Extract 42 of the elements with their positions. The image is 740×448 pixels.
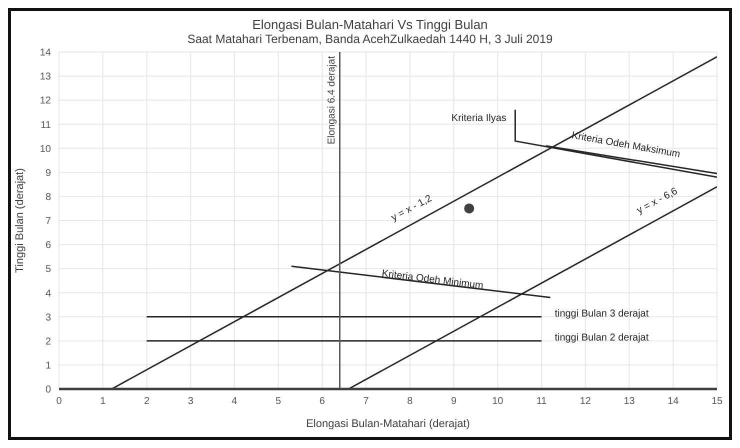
ref-line-label: Elongasi 6.4 derajat	[326, 56, 338, 144]
y-tick-label: 0	[45, 384, 52, 396]
y-tick-label: 8	[45, 192, 52, 203]
x-tick-label: 11	[536, 396, 548, 408]
y-tick-label: 11	[40, 120, 52, 131]
x-tick-label: 2	[144, 396, 150, 408]
x-tick-label: 10	[492, 396, 504, 408]
y-tick-label: 6	[45, 240, 52, 252]
x-tick-label: 6	[319, 396, 326, 408]
y-tick-label: 12	[40, 96, 52, 107]
annotation: y = x - 1,2	[390, 192, 434, 224]
x-tick-label: 4	[232, 396, 238, 408]
x-tick-label: 8	[407, 396, 414, 408]
x-tick-label: 14	[668, 396, 680, 408]
x-tick-label: 15	[711, 396, 723, 408]
chart-subtitle: Saat Matahari Terbenam, Banda AcehZulkaedah 1440 H, 3 Juli 2019	[186, 32, 554, 46]
y-axis-title: Tinggi Bulan (derajat)	[14, 168, 26, 273]
x-tick-label: 9	[451, 396, 458, 408]
y-tick-label: 2	[45, 336, 52, 348]
annotation: tinggi Bulan 2 derajat	[554, 332, 649, 344]
y-tick-label: 1	[45, 360, 52, 372]
chart-title: Elongasi Bulan-Matahari Vs Tinggi Bulan	[251, 17, 489, 32]
x-tick-label: 3	[188, 396, 194, 408]
annotation: tinggi Bulan 3 derajat	[554, 308, 649, 320]
x-tick-label: 13	[624, 396, 636, 408]
y-tick-label: 10	[40, 144, 52, 155]
x-axis-title: Elongasi Bulan-Matahari (derajat)	[306, 418, 470, 430]
y-tick-label: 13	[40, 72, 52, 83]
y-tick-label: 9	[45, 168, 52, 179]
y-tick-label: 14	[40, 48, 52, 59]
x-tick-label: 0	[56, 396, 62, 408]
annotation: Kriteria Ilyas	[451, 113, 506, 124]
x-tick-label: 12	[580, 396, 592, 408]
x-tick-label: 7	[363, 396, 370, 408]
x-tick-label: 5	[276, 396, 282, 408]
x-tick-label: 1	[100, 396, 106, 408]
annotation: y = x - 6,6	[635, 186, 680, 216]
y-tick-label: 5	[45, 264, 52, 276]
y-tick-label: 4	[45, 288, 52, 300]
y-tick-label: 3	[45, 312, 52, 324]
y-tick-label: 7	[45, 216, 52, 228]
annotation: Kriteria Odeh Minimum	[381, 268, 484, 292]
